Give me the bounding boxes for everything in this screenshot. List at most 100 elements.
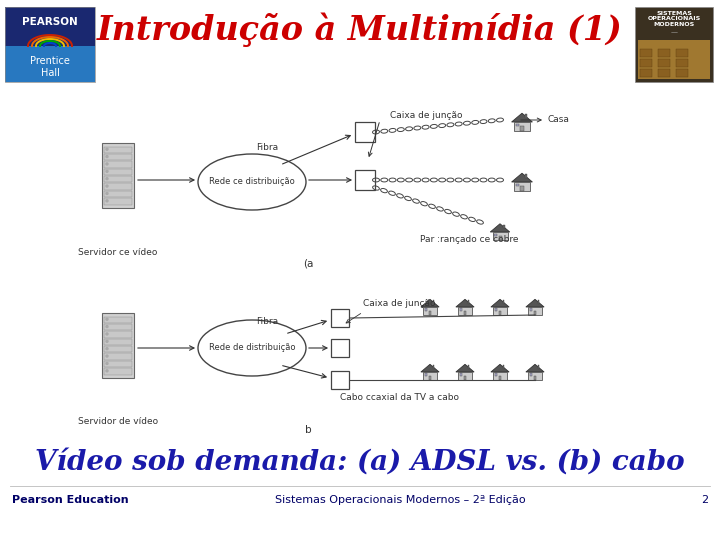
Polygon shape [491, 299, 509, 307]
Bar [516, 184, 519, 186]
Bar [503, 366, 505, 368]
Polygon shape [512, 113, 532, 122]
Bar [676, 69, 688, 77]
Bar [534, 311, 536, 315]
Bar [428, 376, 431, 380]
Text: PEARSON: PEARSON [22, 17, 78, 27]
Bar [516, 124, 519, 126]
Text: Prentice
Hall: Prentice Hall [30, 56, 70, 78]
Bar [525, 114, 527, 118]
Text: Vídeo sob demanda: (a) ADSL vs. (b) cabo: Vídeo sob demanda: (a) ADSL vs. (b) cabo [35, 449, 685, 476]
Bar [503, 300, 505, 303]
Bar [676, 59, 688, 67]
Bar [635, 7, 713, 82]
Bar [640, 49, 652, 57]
Bar [104, 316, 132, 323]
Polygon shape [526, 364, 544, 372]
Ellipse shape [198, 154, 306, 210]
Text: Rede de distribuição: Rede de distribuição [209, 343, 295, 353]
Circle shape [106, 200, 108, 202]
Bar [104, 339, 132, 345]
Bar [104, 361, 132, 367]
Circle shape [106, 318, 108, 320]
Bar [331, 339, 349, 357]
Circle shape [106, 348, 108, 350]
Bar [495, 373, 498, 376]
Bar [104, 346, 132, 353]
Circle shape [106, 185, 108, 187]
Text: Par :rançado ce cobre: Par :rançado ce cobre [420, 235, 518, 245]
Bar [104, 146, 132, 153]
Bar [104, 154, 132, 160]
Bar [638, 40, 710, 79]
Bar [514, 122, 530, 131]
Bar [425, 308, 428, 311]
Bar [493, 372, 507, 380]
Bar [514, 182, 530, 191]
Bar [104, 353, 132, 360]
Text: Casa: Casa [548, 116, 570, 125]
Bar [102, 313, 134, 377]
Bar [468, 366, 469, 368]
Circle shape [106, 156, 108, 158]
Circle shape [106, 333, 108, 335]
Text: Fibra: Fibra [256, 318, 278, 327]
Bar [658, 59, 670, 67]
Bar [640, 59, 652, 67]
Bar [640, 69, 652, 77]
Bar [104, 191, 132, 197]
Bar [538, 366, 539, 368]
Bar [104, 198, 132, 205]
Polygon shape [490, 224, 510, 232]
Bar [495, 308, 498, 311]
Bar [104, 176, 132, 183]
Circle shape [106, 326, 108, 328]
Bar [498, 236, 502, 240]
Text: SISTEMAS
OPERACIONAIS
MODERNOS: SISTEMAS OPERACIONAIS MODERNOS [647, 11, 701, 28]
Bar [423, 307, 437, 315]
Bar [493, 307, 507, 315]
Bar [104, 331, 132, 338]
Bar [104, 168, 132, 175]
Circle shape [106, 148, 108, 150]
Bar [521, 186, 523, 191]
Circle shape [106, 355, 108, 357]
Bar [433, 366, 434, 368]
Bar [498, 311, 501, 315]
Bar [464, 311, 467, 315]
Bar [5, 46, 95, 82]
Bar [331, 309, 349, 327]
Bar [423, 372, 437, 380]
Polygon shape [421, 364, 439, 372]
Bar [525, 174, 527, 178]
Bar [355, 122, 375, 142]
Text: Caixa de junção: Caixa de junção [363, 300, 436, 308]
Circle shape [106, 362, 108, 365]
Circle shape [106, 170, 108, 172]
Bar [530, 308, 533, 311]
Ellipse shape [198, 320, 306, 376]
Bar [459, 373, 462, 376]
Bar [458, 372, 472, 380]
Bar [104, 184, 132, 190]
Bar [102, 143, 134, 207]
Circle shape [106, 178, 108, 180]
Polygon shape [512, 173, 532, 182]
Bar [468, 300, 469, 303]
Bar [530, 373, 533, 376]
Bar [458, 307, 472, 315]
Text: Sistemas Operacionais Modernos – 2ª Edição: Sistemas Operacionais Modernos – 2ª Ediç… [275, 495, 526, 505]
Polygon shape [421, 299, 439, 307]
Text: 2: 2 [701, 495, 708, 505]
Bar [5, 7, 95, 82]
Bar [534, 376, 536, 380]
Bar [104, 324, 132, 330]
Text: (a: (a [303, 259, 313, 269]
Bar [528, 372, 542, 380]
Text: Cabo ccaxial da TV a cabo: Cabo ccaxial da TV a cabo [341, 394, 459, 402]
Bar [355, 170, 375, 190]
Bar [104, 368, 132, 375]
Circle shape [106, 163, 108, 165]
Bar [433, 300, 434, 303]
Text: Caixa de junção: Caixa de junção [390, 111, 462, 119]
